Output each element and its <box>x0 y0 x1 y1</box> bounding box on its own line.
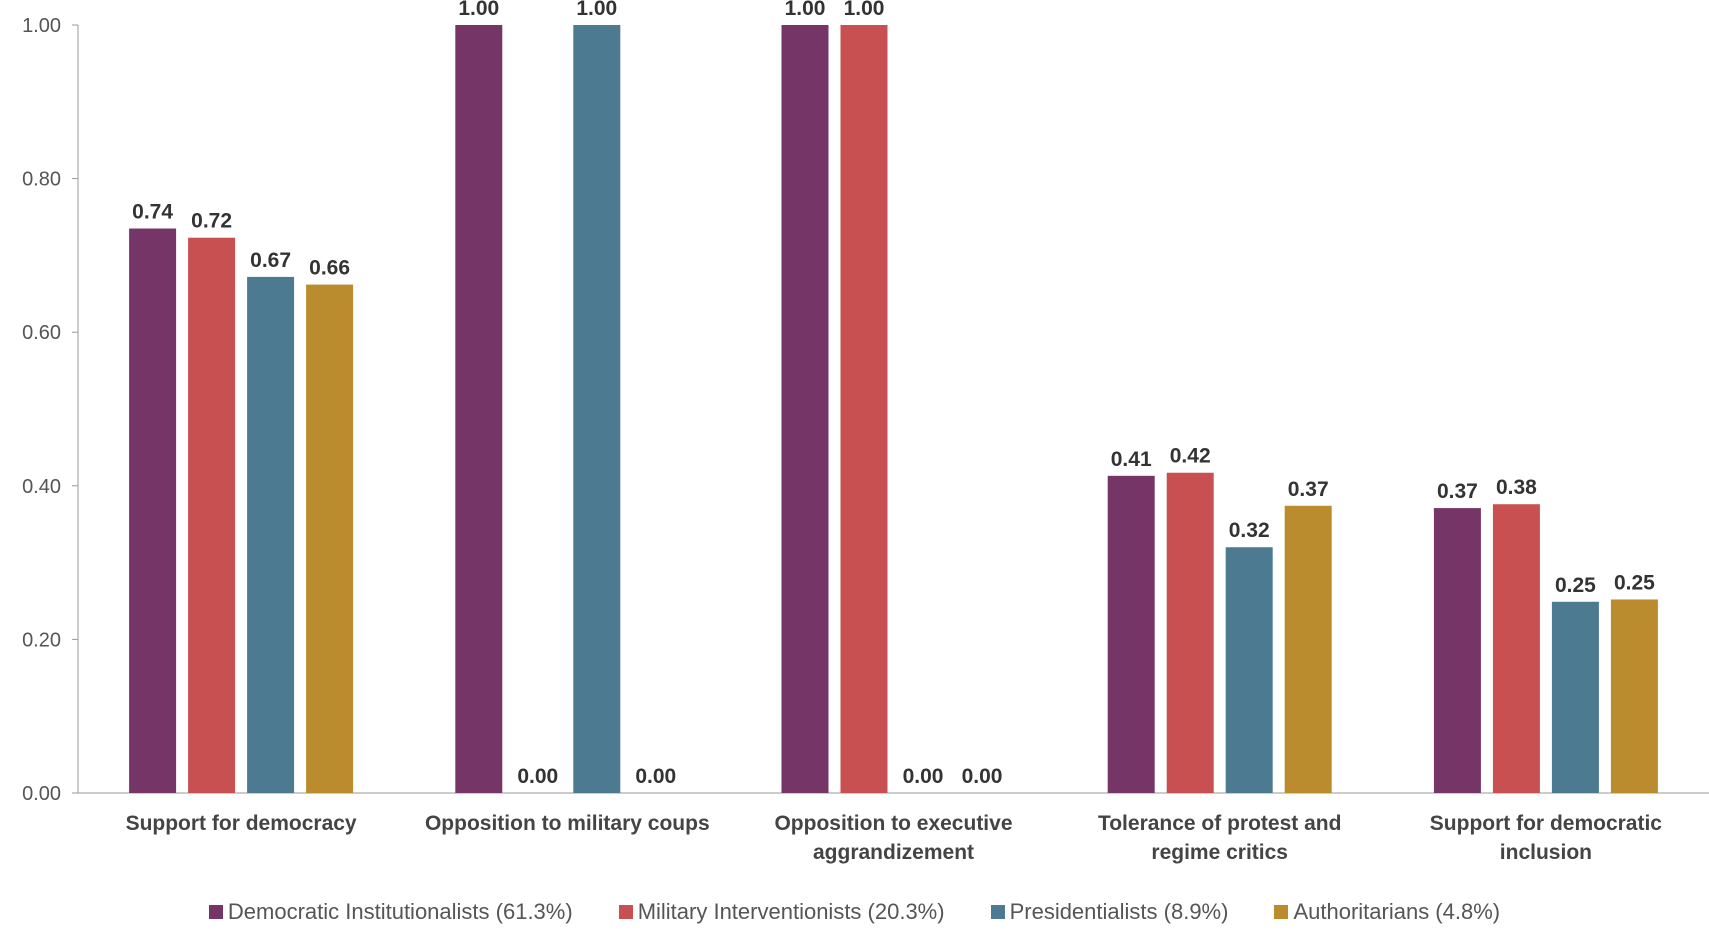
data-label: 0.41 <box>1111 448 1152 471</box>
data-label: 0.00 <box>903 765 944 788</box>
y-tick-label: 0.80 <box>22 169 61 191</box>
x-tick-label: Tolerance of protest and <box>1098 812 1341 835</box>
y-tick-label: 0.00 <box>22 783 61 805</box>
data-label: 0.37 <box>1437 480 1478 503</box>
bar <box>129 228 177 793</box>
bar <box>188 237 236 794</box>
data-label: 0.72 <box>191 210 232 233</box>
bar <box>1284 505 1332 793</box>
legend-label: Democratic Institutionalists (61.3%) <box>227 899 573 924</box>
y-tick-label: 1.00 <box>22 15 61 37</box>
legend-item: Presidentialists (8.9%) <box>990 899 1229 925</box>
bar <box>781 25 829 793</box>
data-label: 1.00 <box>576 0 617 20</box>
bar <box>1551 601 1599 793</box>
data-label: 0.42 <box>1170 445 1211 468</box>
legend-label: Presidentialists (8.9%) <box>1009 899 1229 924</box>
bar <box>455 25 503 793</box>
x-tick-label: inclusion <box>1500 841 1592 864</box>
bar <box>1610 599 1658 793</box>
legend-item: Military Interventionists (20.3%) <box>618 899 945 925</box>
data-label: 1.00 <box>844 0 885 20</box>
bar-chart: 0.00 0.20 0.40 0.60 0.80 1.00 0.74 0.72 0.67 0.66… <box>22 0 1709 864</box>
legend-item: Authoritarians (4.8%) <box>1274 899 1500 925</box>
bar <box>247 276 295 793</box>
legend-swatch <box>990 905 1005 919</box>
x-tick-label: aggrandizement <box>813 841 974 864</box>
data-label: 0.37 <box>1288 478 1329 501</box>
bar <box>1107 475 1155 793</box>
bar <box>1166 472 1214 793</box>
y-tick-label: 0.20 <box>22 629 61 651</box>
data-label: 0.00 <box>635 765 676 788</box>
bar <box>306 284 354 793</box>
y-tick-label: 0.40 <box>22 476 61 498</box>
legend-swatch <box>208 905 223 919</box>
legend-label: Authoritarians (4.8%) <box>1293 899 1501 924</box>
x-tick-label: Support for democracy <box>126 812 357 835</box>
data-label: 0.32 <box>1229 519 1270 542</box>
bar <box>1225 547 1273 793</box>
data-label: 0.38 <box>1496 476 1537 499</box>
legend-swatch <box>1274 905 1289 919</box>
bar <box>573 25 621 793</box>
bar <box>840 25 888 793</box>
data-label: 0.00 <box>962 765 1003 788</box>
y-tick-label: 0.60 <box>22 322 61 344</box>
legend: Democratic Institutionalists (61.3%) Mili… <box>0 892 1709 932</box>
bar <box>1492 504 1540 793</box>
legend-swatch <box>618 905 633 919</box>
data-label: 0.00 <box>517 765 558 788</box>
data-label: 0.74 <box>132 201 173 224</box>
x-tick-label: Opposition to military coups <box>425 812 710 835</box>
data-label: 1.00 <box>785 0 826 20</box>
data-label: 0.67 <box>250 249 291 272</box>
data-label: 1.00 <box>458 0 499 20</box>
bar <box>1433 508 1481 793</box>
data-label: 0.25 <box>1614 571 1655 594</box>
x-tick-label: Support for democratic <box>1430 812 1663 835</box>
x-tick-label: regime critics <box>1151 841 1288 864</box>
x-tick-label: Opposition to executive <box>774 812 1012 835</box>
data-label: 0.25 <box>1555 574 1596 597</box>
data-label: 0.66 <box>309 257 350 280</box>
legend-label: Military Interventionists (20.3%) <box>637 899 945 924</box>
legend-item: Democratic Institutionalists (61.3%) <box>208 899 573 925</box>
